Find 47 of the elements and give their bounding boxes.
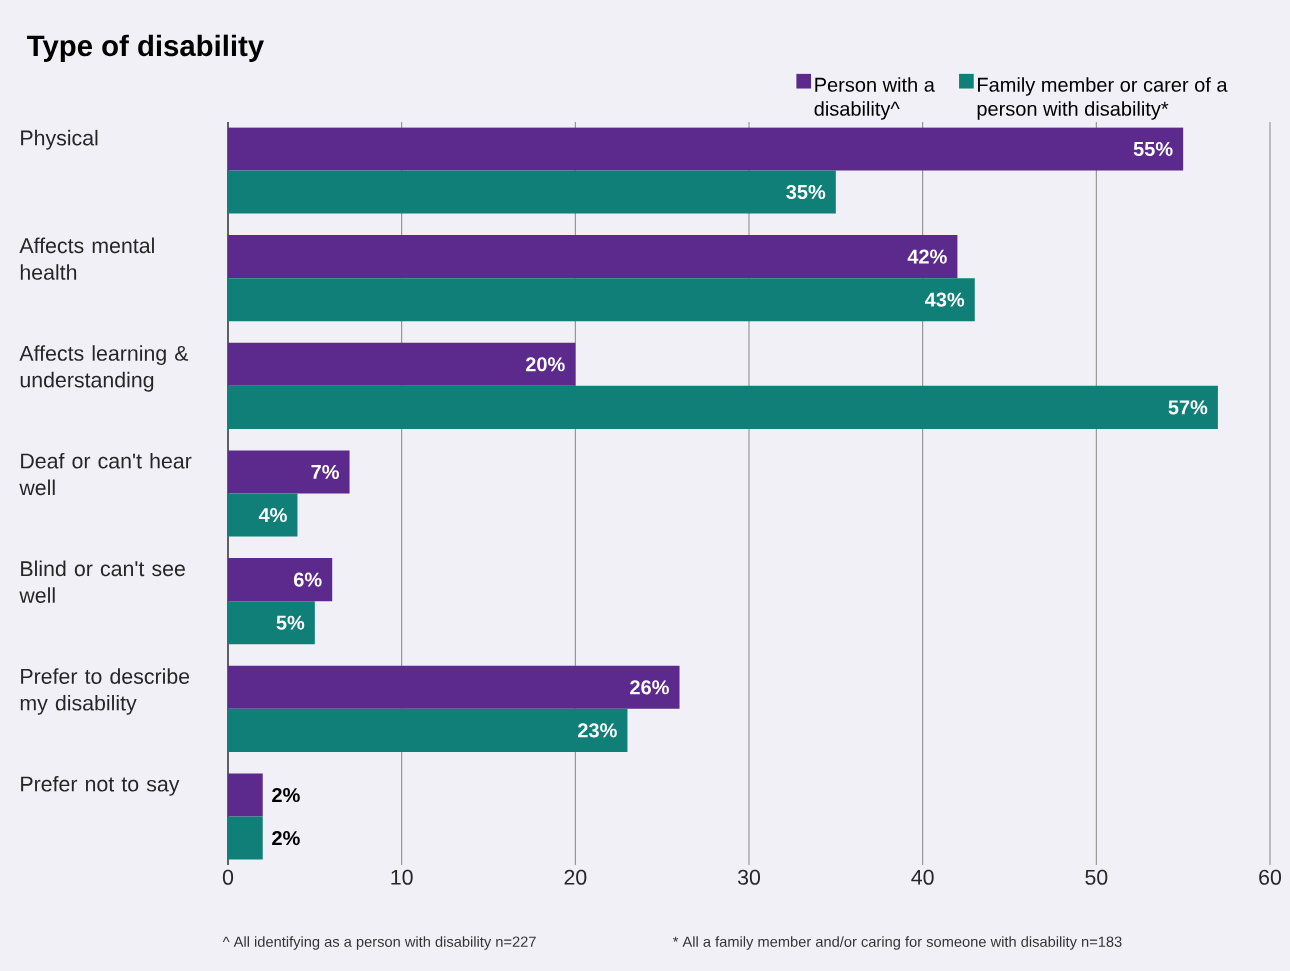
text: ^ All identifying as a person with disability n=227: [222, 936, 536, 950]
chart-title: Type of disability: [27, 34, 264, 62]
x-tick-label: 20: [564, 869, 587, 885]
bar: [228, 342, 576, 386]
y-tick-label: Prefer to describe my disability: [20, 668, 190, 715]
bar: [228, 127, 1184, 171]
data-label: 35%: [786, 184, 826, 200]
x-tick-label: 50: [1085, 869, 1108, 885]
x-tick-label: 40: [911, 869, 934, 885]
bar: [228, 278, 975, 322]
data-label: 2%: [272, 787, 300, 803]
data-label: 4%: [258, 508, 287, 523]
bar: [228, 816, 263, 860]
y-tick-label: Deaf or can't hear well: [19, 452, 192, 496]
bar: [228, 601, 315, 645]
y-tick-label: Prefer not to say: [21, 775, 180, 796]
data-label: 42%: [907, 249, 947, 264]
legend-label: Family member or carer of a person with disability*: [977, 77, 1228, 120]
bar: [228, 558, 333, 602]
data-label: 7%: [311, 464, 339, 479]
x-tick-label: 60: [1259, 869, 1282, 885]
data-label: 55%: [1133, 141, 1173, 156]
x-tick-label: 30: [737, 869, 761, 885]
data-label: 26%: [630, 680, 669, 695]
y-tick-label: Blind or can't see well: [19, 560, 185, 603]
data-label: 2%: [272, 831, 300, 846]
text: * All a family member and/or caring for someone with disability n=183: [672, 936, 1122, 950]
data-label: 43%: [924, 292, 965, 307]
x-tick-label: 10: [391, 869, 413, 885]
bar: [228, 385, 1218, 429]
data-label: 23%: [578, 723, 617, 738]
bar: [228, 493, 298, 537]
y-tick-label: Affects learning & understanding: [19, 345, 189, 392]
data-label: 6%: [293, 572, 322, 587]
bar: [228, 170, 836, 214]
bar: [228, 665, 680, 709]
data-label: 57%: [1168, 400, 1208, 415]
y-tick-label: Affects mental health: [19, 237, 154, 280]
bar: [228, 708, 628, 752]
legend-label: Person with a disability^: [814, 77, 935, 120]
bar: [228, 235, 958, 279]
bar: [228, 773, 263, 817]
bar: [228, 450, 350, 494]
data-label: 5%: [276, 615, 305, 630]
data-label: 20%: [525, 357, 565, 372]
y-tick-label: Physical: [21, 129, 98, 150]
x-tick-label: 0: [222, 869, 234, 885]
